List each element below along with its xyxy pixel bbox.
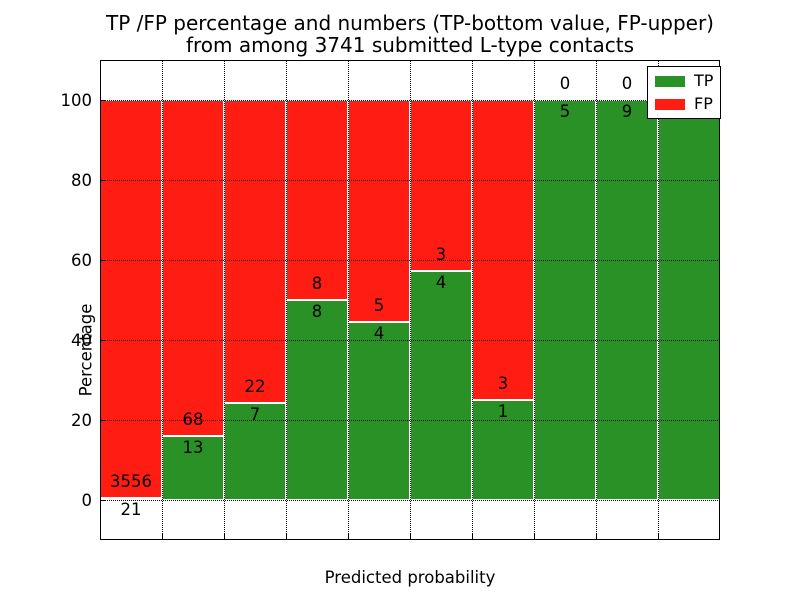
chart-title-line1: TP /FP percentage and numbers (TP-bottom… [106,11,714,35]
bar-segment-fp [348,100,410,323]
bar-segment-tp [658,100,720,500]
bar-segment-fp [286,100,348,300]
x-tick-mark [224,533,225,539]
gridline-vertical [286,60,287,540]
chart-title-line2: from among 3741 submitted L-type contact… [185,33,635,57]
tp-count-label: 21 [120,499,142,519]
y-tick-label: 40 [71,331,92,350]
bar-segment-fp [162,100,224,436]
bar-segment-tp [596,100,658,500]
legend-entry-label: TP [694,71,714,90]
x-axis-label: Predicted probability [324,568,496,587]
legend: TP FP [647,66,722,119]
y-tick-mark [100,180,106,181]
bar-segment-fp [224,100,286,404]
gridline-vertical [224,60,225,540]
fp-count-label: 0 [621,74,633,93]
tp-count-label: 8 [311,302,323,321]
fp-count-label: 3556 [110,471,152,491]
tp-count-label: 9 [621,102,633,121]
gridline-vertical [658,60,659,540]
tp-count-label: 13 [182,437,204,457]
x-tick-mark [286,533,287,539]
legend-entry: TP [655,73,713,89]
gridline-vertical [534,60,535,540]
x-tick-mark [162,533,163,539]
tp-legend-swatch [655,75,685,87]
y-tick-label: 80 [71,171,92,190]
chart-title: TP /FP percentage and numbers (TP-bottom… [100,12,720,56]
y-axis-label: Percentage [76,303,96,397]
y-tick-label: 60 [71,251,92,270]
bar-segment-tp [472,400,534,500]
bar-segment-tp [286,300,348,500]
tp-count-label: 4 [373,324,385,344]
fp-count-label: 5 [373,296,385,316]
y-tick-label: 0 [81,491,93,510]
fp-count-label: 8 [311,274,323,293]
plot-area: Percentage 35562168132278854343105090402… [61,60,720,540]
tp-count-label: 1 [497,402,509,421]
gridline-vertical [348,60,349,540]
x-tick-mark [472,533,473,539]
tp-count-label: 7 [249,405,261,425]
gridline-vertical [596,60,597,540]
bar-segment-tp [410,271,472,500]
y-tick-mark [100,420,106,421]
fp-count-label: 3 [497,374,509,393]
bar-segment-fp [472,100,534,400]
y-tick-label: 20 [71,411,92,430]
fp-legend-swatch [655,98,685,110]
bar-segment-tp [348,322,410,500]
fp-count-label: 3 [435,245,447,265]
fp-count-label: 0 [559,74,571,93]
fp-count-label: 68 [182,409,204,429]
gridline-vertical [162,60,163,540]
x-tick-mark [596,533,597,539]
x-tick-mark [534,533,535,539]
bar-segment-fp [100,100,162,498]
gridline-vertical [410,60,411,540]
y-tick-mark [100,340,106,341]
gridline-vertical [472,60,473,540]
bar-segment-tp [534,100,596,500]
x-tick-mark [658,533,659,539]
tp-count-label: 4 [435,273,447,293]
legend-entry: FP [655,96,713,112]
y-tick-mark [100,100,106,101]
fp-count-label: 22 [244,377,266,397]
x-tick-mark [410,533,411,539]
y-tick-mark [100,260,106,261]
y-tick-label: 100 [60,91,93,110]
y-tick-mark [100,500,106,501]
x-tick-mark [348,533,349,539]
legend-entry-label: FP [694,94,713,113]
bar-segment-tp [162,435,224,500]
tp-count-label: 5 [559,102,571,121]
